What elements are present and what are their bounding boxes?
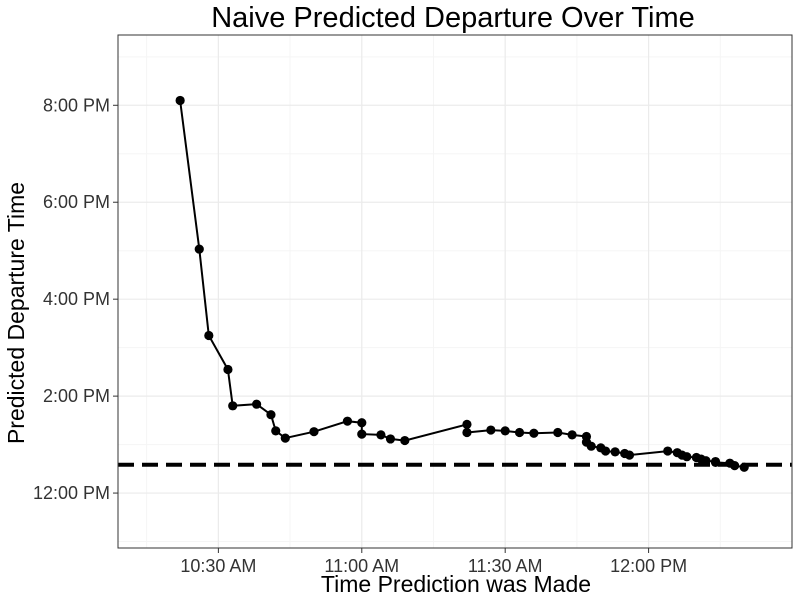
y-tick-label: 8:00 PM: [43, 95, 110, 115]
y-axis-title: Predicted Departure Time: [3, 182, 29, 444]
data-point: [739, 462, 749, 472]
data-point: [600, 446, 611, 456]
y-tick-label: 12:00 PM: [33, 483, 110, 503]
minor-gridlines: [118, 35, 792, 548]
data-point: [610, 447, 620, 457]
data-point: [376, 430, 386, 440]
data-point: [357, 429, 367, 439]
data-point: [701, 456, 711, 466]
data-point: [553, 427, 563, 438]
data-point: [309, 427, 319, 437]
x-tick-label: 12:00 PM: [610, 556, 687, 576]
data-point: [730, 460, 740, 471]
data-point: [357, 418, 367, 428]
data-point: [223, 364, 233, 375]
data-point: [682, 452, 692, 462]
data-point: [486, 425, 496, 435]
data-point: [514, 427, 525, 438]
data-point: [462, 427, 472, 438]
data-point: [252, 399, 262, 409]
chart-title: Naive Predicted Departure Over Time: [211, 2, 695, 34]
data-point: [529, 428, 539, 438]
data-point: [266, 410, 276, 420]
data-point: [462, 419, 472, 429]
major-gridlines: [118, 35, 792, 548]
data-point: [624, 450, 635, 460]
data-point: [271, 426, 281, 436]
data-point: [663, 446, 673, 456]
data-point: [567, 430, 577, 440]
data-point: [385, 434, 396, 444]
data-point: [228, 401, 238, 411]
data-point: [194, 244, 204, 254]
series-layer: [179, 100, 745, 469]
x-tick-label: 11:30 AM: [468, 556, 543, 576]
y-axis-ticks: 12:00 PM 2:00 PM 4:00 PM 6:00 PM 8:00 PM: [33, 95, 118, 503]
data-point: [280, 433, 290, 443]
x-axis-ticks: 10:30 AM 11:00 AM 11:30 AM 12:00 PM: [180, 548, 687, 576]
series-line: [179, 100, 745, 469]
panel-border: [117, 34, 793, 549]
x-tick-label: 11:00 AM: [324, 556, 399, 576]
data-point: [586, 441, 596, 451]
y-tick-label: 4:00 PM: [43, 289, 110, 309]
data-point: [710, 457, 721, 467]
data-point: [500, 426, 510, 436]
data-point: [204, 330, 214, 341]
x-axis-title: Time Prediction was Made: [321, 571, 591, 597]
data-point: [342, 416, 353, 426]
points-layer: [175, 95, 749, 472]
y-tick-label: 2:00 PM: [43, 386, 110, 406]
y-tick-label: 6:00 PM: [43, 192, 110, 212]
data-point: [400, 435, 410, 446]
data-point: [175, 95, 185, 106]
x-tick-label: 10:30 AM: [180, 556, 256, 576]
